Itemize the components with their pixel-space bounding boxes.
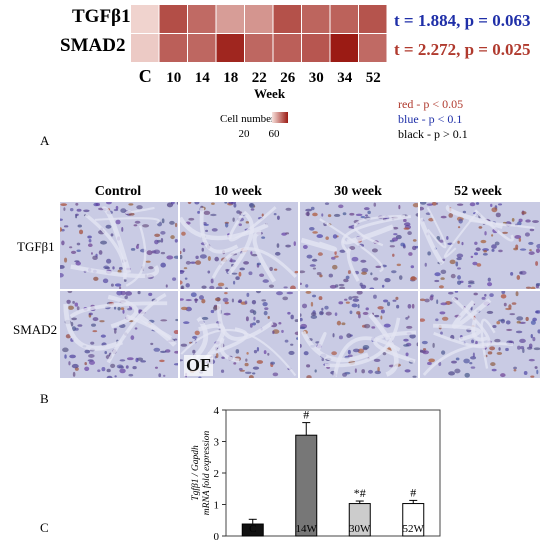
heatmap-stat-smad2: t = 2.272, p = 0.025: [394, 40, 531, 59]
y-axis-label-line1: Tgfβ1 / Gapdh: [190, 445, 201, 501]
bar-chart: 0 1 2 3 4 Tgfβ1 / Gapdh mRNA fold expression C #…: [190, 405, 441, 543]
y-tick-label: 1: [214, 500, 220, 512]
color-scale-legend: 20 60: [239, 112, 288, 140]
heatmap-cell-tgf1-30: [302, 5, 330, 33]
significance-marker: #: [303, 408, 309, 422]
micrograph-smad2-52-week: [420, 291, 540, 378]
heatmap-cell-tgf1-26: [273, 5, 301, 33]
tissue-stain-image: [300, 202, 418, 289]
heatmap-cell-smad2-52: [359, 34, 387, 62]
panel-label-a: A: [40, 133, 50, 148]
significance-marker: #: [410, 485, 416, 499]
micrograph-tgfb1-10-week: [180, 202, 298, 289]
heatmap-x-tick: 52: [366, 70, 381, 86]
micrograph-row-tgfb1: TGFβ1: [17, 239, 55, 254]
heatmap-x-tick: C: [139, 66, 152, 86]
tissue-stain-image: [420, 291, 540, 378]
micrograph-tgfb1-52-week: [420, 202, 540, 289]
heatmap-cell-smad2-14: [188, 34, 216, 62]
heatmap-cell-tgf1-34: [330, 5, 358, 33]
panel-label-c: C: [40, 520, 49, 535]
micrograph-smad2-control: [60, 291, 178, 378]
bar-14w: [295, 434, 318, 537]
heatmap-x-tick: 30: [309, 70, 324, 86]
heatmap-row-label-smad2: SMAD2: [60, 35, 126, 56]
micrograph-inset-label: OF: [184, 355, 213, 376]
heatmap-row-label-tgfb1: TGFβ1: [72, 6, 131, 27]
tissue-stain-image: [300, 291, 418, 378]
y-tick-label: 3: [214, 437, 220, 449]
tissue-stain-image: [60, 202, 178, 289]
y-tick-label: 2: [214, 468, 220, 480]
heatmap-cell-tgf1-10: [159, 5, 187, 33]
heatmap-x-tick: 34: [337, 70, 353, 86]
x-tick-label: 14W: [296, 523, 318, 535]
micrograph-col-10-week: 10 week: [214, 184, 262, 199]
color-scale-tick: 60: [269, 128, 281, 140]
heatmap-cell-smad2-30: [302, 34, 330, 62]
tissue-stain-image: [60, 291, 178, 378]
heatmap-x-tick: 18: [223, 70, 238, 86]
micrograph-col-52-week: 52 week: [454, 184, 502, 199]
heatmap-cell-tgf1-C: [131, 5, 159, 33]
heatmap-x-tick: 14: [195, 70, 211, 86]
micrograph-col-30-week: 30 week: [334, 184, 382, 199]
significance-legend-red: red - p < 0.05: [398, 97, 464, 111]
tissue-stain-image: [180, 202, 298, 289]
heatmap-cell-tgf1-22: [245, 5, 273, 33]
x-tick-label: 30W: [349, 523, 371, 535]
heatmap-stat-tgfb1: t = 1.884, p = 0.063: [394, 11, 531, 30]
heatmap-x-tick: 26: [280, 70, 296, 86]
heatmap-x-axis-label: Week: [254, 86, 286, 101]
color-scale-tick: 20: [239, 128, 251, 140]
micrograph-smad2-10-week: OF: [180, 291, 298, 378]
significance-marker: *#: [354, 486, 366, 500]
color-scale-bar: [272, 112, 288, 123]
significance-legend-black: black - p > 0.1: [398, 127, 468, 141]
y-axis-label-line2: mRNA fold expression: [201, 431, 212, 516]
heatmap-x-tick: 10: [166, 70, 181, 86]
color-scale-legend-title: Cell number: [220, 113, 275, 125]
micrograph-tgfb1-control: [60, 202, 178, 289]
heatmap-cell-smad2-18: [216, 34, 244, 62]
x-tick-label: C: [249, 523, 256, 535]
x-tick-label: 52W: [403, 523, 425, 535]
bar-c: [241, 523, 264, 537]
micrograph-col-control: Control: [94, 184, 142, 199]
micrograph-smad2-30-week: [300, 291, 418, 378]
y-tick-label: 4: [214, 405, 220, 417]
heatmap: C 10 14 18 22 26 30 34 52: [131, 5, 387, 86]
heatmap-cell-smad2-34: [330, 34, 358, 62]
micrograph-tgfb1-30-week: [300, 202, 418, 289]
significance-legend-blue: blue - p < 0.1: [398, 112, 463, 126]
heatmap-cell-smad2-26: [273, 34, 301, 62]
heatmap-cell-smad2-22: [245, 34, 273, 62]
heatmap-cell-smad2-10: [159, 34, 187, 62]
heatmap-cell-smad2-C: [131, 34, 159, 62]
micrograph-grid: OF: [60, 202, 540, 378]
y-tick-label: 0: [214, 531, 220, 543]
micrograph-row-smad2: SMAD2: [13, 322, 58, 337]
panel-label-b: B: [40, 391, 49, 406]
tissue-stain-image: [420, 202, 540, 289]
heatmap-x-tick: 22: [252, 70, 267, 86]
heatmap-cell-tgf1-14: [188, 5, 216, 33]
heatmap-cell-tgf1-18: [216, 5, 244, 33]
heatmap-cell-tgf1-52: [359, 5, 387, 33]
